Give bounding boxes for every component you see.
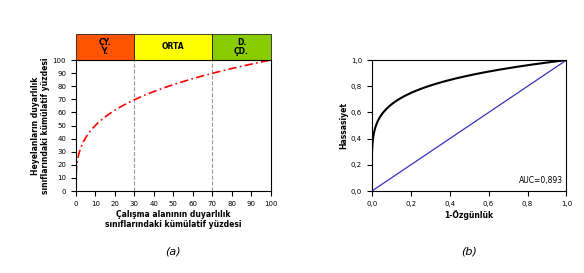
Text: D.
ÇD.: D. ÇD. xyxy=(234,38,249,56)
Text: ÇY.
Y.: ÇY. Y. xyxy=(99,38,112,56)
Text: (a): (a) xyxy=(165,246,181,256)
Text: AUC=0,893: AUC=0,893 xyxy=(519,176,562,185)
Y-axis label: Heyelanların duyarlılık
sınıflarındaki kümülatif yüzdesi: Heyelanların duyarlılık sınıflarındaki k… xyxy=(30,57,50,194)
Bar xyxy=(134,34,212,60)
X-axis label: Çalışma alanının duyarlılık
sınıflarındaki kümülatif yüzdesi: Çalışma alanının duyarlılık sınıflarında… xyxy=(105,210,242,229)
Bar xyxy=(212,34,270,60)
Text: (b): (b) xyxy=(461,246,477,256)
Y-axis label: Hassasiyet: Hassasiyet xyxy=(339,102,348,149)
X-axis label: 1-Özgünlük: 1-Özgünlük xyxy=(444,210,493,219)
Text: ORTA: ORTA xyxy=(162,43,185,51)
Bar xyxy=(76,34,134,60)
